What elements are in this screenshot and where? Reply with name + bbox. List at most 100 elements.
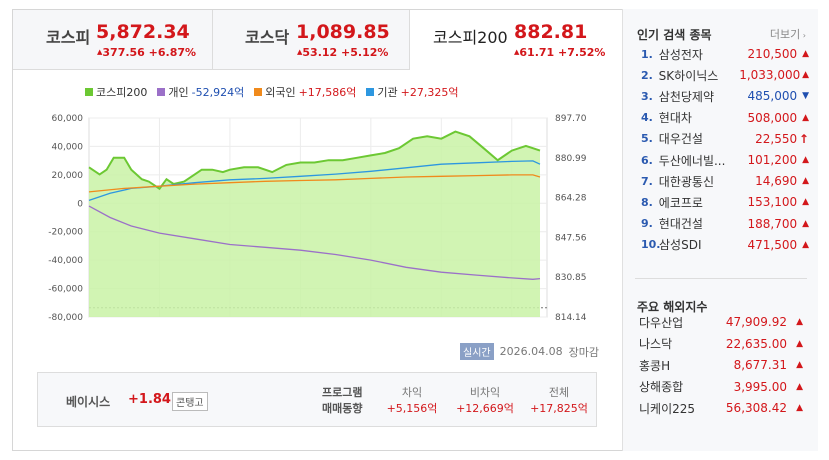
popular-item[interactable]: 2. SK하이닉스 1,033,000 ▲: [641, 65, 809, 85]
down-triangle-icon: ▼: [802, 91, 809, 102]
popular-item[interactable]: 1. 삼성전자 210,500 ▲: [641, 44, 809, 64]
overseas-name: 다우산업: [639, 315, 684, 330]
y-left-tick-label: 40,000: [52, 142, 84, 152]
popular-item[interactable]: 5. 대우건설 22,550 ↑: [641, 129, 809, 149]
popular-price: 210,500: [747, 47, 798, 61]
side-panel: 인기 검색 종목 더보기 › 1. 삼성전자 210,500 ▲ 2. SK하이닉스 1,0…: [622, 9, 818, 451]
overseas-item[interactable]: 나스닥 22,635.00 ▲: [639, 334, 809, 354]
popular-name: 현대건설: [658, 217, 703, 232]
more-link[interactable]: 더보기 ›: [769, 28, 806, 41]
popular-rank: 10.: [641, 238, 661, 252]
popular-item[interactable]: 7. 대한광통신 14,690 ▲: [641, 171, 809, 191]
up-triangle-icon: ▲: [796, 317, 803, 327]
legend-name: 외국인: [265, 86, 296, 99]
popular-item[interactable]: 8. 에코프로 153,100 ▲: [641, 192, 809, 212]
overseas-price: 56,308.42: [725, 401, 787, 415]
upper-limit-arrow-icon: ↑: [798, 131, 809, 146]
popular-item[interactable]: 3. 삼천당제약 485,000 ▼: [641, 86, 809, 106]
popular-rank: 8.: [641, 195, 653, 209]
popular-price: 22,550: [755, 131, 798, 146]
index-tabs: 코스피 5,872.34 ▲377.56 +6.87% 코스닥 1,089.85…: [13, 10, 623, 70]
legend-item: 개인 -52,924억: [157, 84, 244, 100]
y-right-tick-label: 864.28: [555, 194, 587, 204]
popular-item[interactable]: 10. 삼성SDI 471,500 ▲: [641, 235, 809, 255]
y-right-tick-label: 897.70: [555, 114, 587, 124]
popular-price: 101,200: [747, 153, 798, 167]
legend-name: 개인: [168, 86, 189, 99]
tab-value: 1,089.85: [296, 21, 390, 43]
popular-rank: 7.: [641, 174, 653, 188]
popular-price: 508,000: [747, 110, 798, 125]
y-left-tick-label: 60,000: [52, 114, 84, 124]
popular-search-title: 인기 검색 종목: [637, 28, 712, 42]
chart-date-row: 실시간 2026.04.08 장마감: [460, 343, 599, 360]
legend-swatch: [254, 88, 263, 96]
overseas-price: 47,909.92: [725, 315, 787, 329]
overseas-item[interactable]: 니케이225 56,308.42 ▲: [639, 398, 809, 418]
chart-date: 2026.04.08: [499, 345, 563, 358]
tab-kosdaq[interactable]: 코스닥 1,089.85 ▲53.12 +5.12%: [213, 10, 410, 70]
overseas-price: 22,635.00: [725, 336, 787, 351]
overseas-item[interactable]: 홍콩H 8,677.31 ▲: [639, 355, 809, 375]
popular-price: 188,700: [747, 216, 798, 231]
popular-rank: 4.: [641, 111, 653, 125]
legend-item: 외국인 +17,586억: [254, 84, 356, 100]
legend-value: +17,586억: [298, 86, 357, 99]
popular-name: 에코프로: [658, 195, 703, 210]
investor-trend-chart: 60,000 40,000 20,000 0 -20,000 -40,000 -60,000…: [48, 114, 587, 323]
y-left-tick-label: 0: [77, 199, 83, 209]
overseas-item[interactable]: 다우산업 47,909.92 ▲: [639, 312, 809, 332]
up-triangle-icon: ▲: [796, 338, 803, 349]
series-line-foreign: [88, 174, 541, 193]
popular-rank: 3.: [641, 89, 653, 103]
popular-name: 현대차: [658, 111, 692, 126]
popular-name: 대한광통신: [658, 174, 714, 189]
tab-change: ▲61.71 +7.52%: [514, 46, 606, 59]
y-left-tick-label: -20,000: [48, 228, 83, 238]
legend-name: 코스피200: [96, 86, 148, 99]
popular-rank: 1.: [641, 47, 653, 61]
popular-item[interactable]: 4. 현대차 508,000 ▲: [641, 108, 809, 128]
tab-value: 882.81: [514, 21, 588, 43]
y-left-tick-label: -60,000: [48, 285, 83, 295]
kospi200-line: [88, 130, 541, 191]
program-total: 전체 +17,825억: [530, 386, 588, 415]
contango-tag: 콘탱고: [172, 392, 208, 411]
up-triangle-icon: ▲: [514, 48, 520, 56]
up-triangle-icon: ▲: [297, 48, 303, 56]
tab-kospi[interactable]: 코스피 5,872.34 ▲377.56 +6.87%: [13, 10, 213, 70]
realtime-badge: 실시간: [460, 343, 494, 360]
tab-change: ▲377.56 +6.87%: [97, 46, 197, 59]
tab-name: 코스피: [46, 28, 91, 47]
popular-name: 두산에너빌...: [658, 153, 726, 168]
popular-price: 153,100: [747, 195, 798, 210]
legend-item: 기관 +27,325억: [366, 84, 458, 100]
popular-name: 삼성SDI: [659, 238, 702, 253]
y-right-tick-label: 847.56: [555, 233, 587, 243]
divider: [635, 278, 807, 279]
popular-item[interactable]: 9. 현대건설 188,700 ▲: [641, 214, 809, 234]
overseas-item[interactable]: 상해종합 3,995.00 ▲: [639, 377, 809, 397]
popular-rank: 2.: [641, 68, 653, 82]
overseas-name: 나스닥: [639, 337, 673, 351]
basis-program-box: 베이시스 +1.84 콘탱고 프로그램 매매동향 차익 +5,156억 비차익 …: [37, 372, 597, 427]
legend-swatch: [157, 88, 166, 96]
popular-rank: 5.: [641, 132, 653, 146]
up-triangle-icon: ▲: [802, 218, 809, 229]
y-left-tick-label: -40,000: [48, 256, 83, 266]
overseas-price: 8,677.31: [733, 358, 787, 372]
tab-name: 코스닥: [245, 28, 290, 47]
tab-name: 코스피200: [433, 28, 508, 47]
tab-kospi200[interactable]: 코스피200 882.81 ▲61.71 +7.52%: [410, 10, 623, 70]
up-triangle-icon: ▲: [802, 197, 809, 208]
popular-price: 14,690: [755, 174, 798, 189]
tab-change: ▲53.12 +5.12%: [297, 46, 389, 59]
popular-item[interactable]: 6. 두산에너빌... 101,200 ▲: [641, 150, 809, 170]
overseas-price: 3,995.00: [733, 379, 787, 394]
popular-price: 485,000: [747, 89, 798, 104]
y-right-tick-label: 814.14: [555, 313, 587, 323]
up-triangle-icon: ▲: [802, 155, 809, 165]
up-triangle-icon: ▲: [796, 381, 803, 392]
y-left-tick-label: 20,000: [52, 171, 84, 181]
popular-rank: 9.: [641, 217, 653, 231]
